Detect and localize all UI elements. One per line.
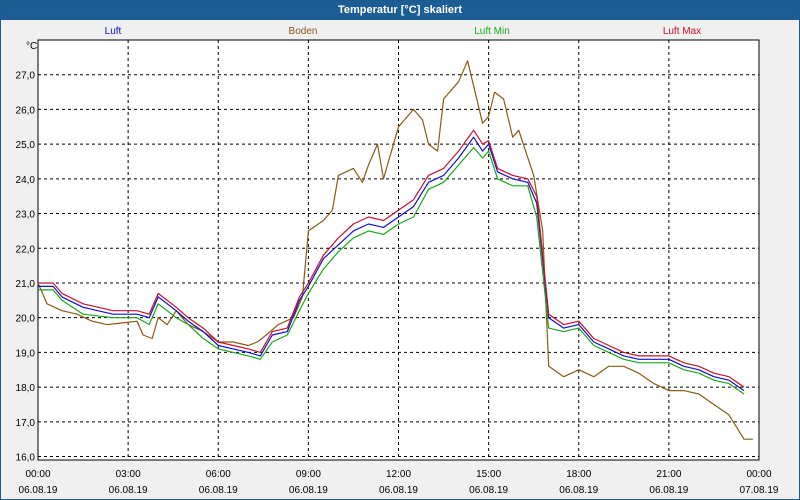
- x-tick-date: 06.08.19: [289, 485, 328, 496]
- y-tick-label: 17,0: [16, 418, 36, 429]
- y-tick-label: 24,0: [16, 175, 36, 186]
- y-tick-label: 21,0: [16, 279, 36, 290]
- x-tick-time: 15:00: [476, 469, 501, 480]
- series-line-luft-max: [38, 129, 745, 388]
- y-tick-label: 22,0: [16, 244, 36, 255]
- x-tick-date: 06.08.19: [469, 485, 508, 496]
- y-tick-label: 20,0: [16, 314, 36, 325]
- x-tick-date: 06.08.19: [379, 485, 418, 496]
- series-line-boden: [37, 60, 753, 440]
- legend-entry: Luft Min: [474, 26, 510, 37]
- legend-entry: Luft: [105, 26, 122, 37]
- y-tick-label: 27,0: [16, 71, 36, 82]
- y-tick-label: 18,0: [16, 383, 36, 394]
- y-tick-label: 19,0: [16, 348, 36, 359]
- x-tick-time: 09:00: [296, 469, 321, 480]
- y-tick-label: 26,0: [16, 105, 36, 116]
- x-tick-date: 06.08.19: [19, 485, 58, 496]
- x-tick-time: 21:00: [656, 469, 681, 480]
- x-tick-time: 03:00: [116, 469, 141, 480]
- legend-entry: Boden: [289, 26, 318, 37]
- x-tick-date: 06.08.19: [109, 485, 148, 496]
- y-axis-unit: °C: [26, 41, 37, 52]
- window-title: Temperatur [°C] skaliert: [1, 1, 799, 20]
- x-tick-date: 06.08.19: [649, 485, 688, 496]
- series-line-luft-min: [38, 147, 745, 395]
- x-tick-date: 07.08.19: [740, 485, 779, 496]
- x-tick-time: 12:00: [386, 469, 411, 480]
- x-tick-date: 06.08.19: [559, 485, 598, 496]
- x-tick-time: 18:00: [566, 469, 591, 480]
- y-tick-label: 16,0: [16, 453, 36, 464]
- x-tick-time: 00:00: [746, 469, 771, 480]
- x-tick-time: 00:00: [25, 469, 50, 480]
- legend-entry: Luft Max: [663, 26, 701, 37]
- x-tick-time: 06:00: [206, 469, 231, 480]
- y-tick-label: 23,0: [16, 210, 36, 221]
- x-tick-date: 06.08.19: [199, 485, 238, 496]
- series-line-luft: [38, 136, 745, 392]
- y-tick-label: 25,0: [16, 140, 36, 151]
